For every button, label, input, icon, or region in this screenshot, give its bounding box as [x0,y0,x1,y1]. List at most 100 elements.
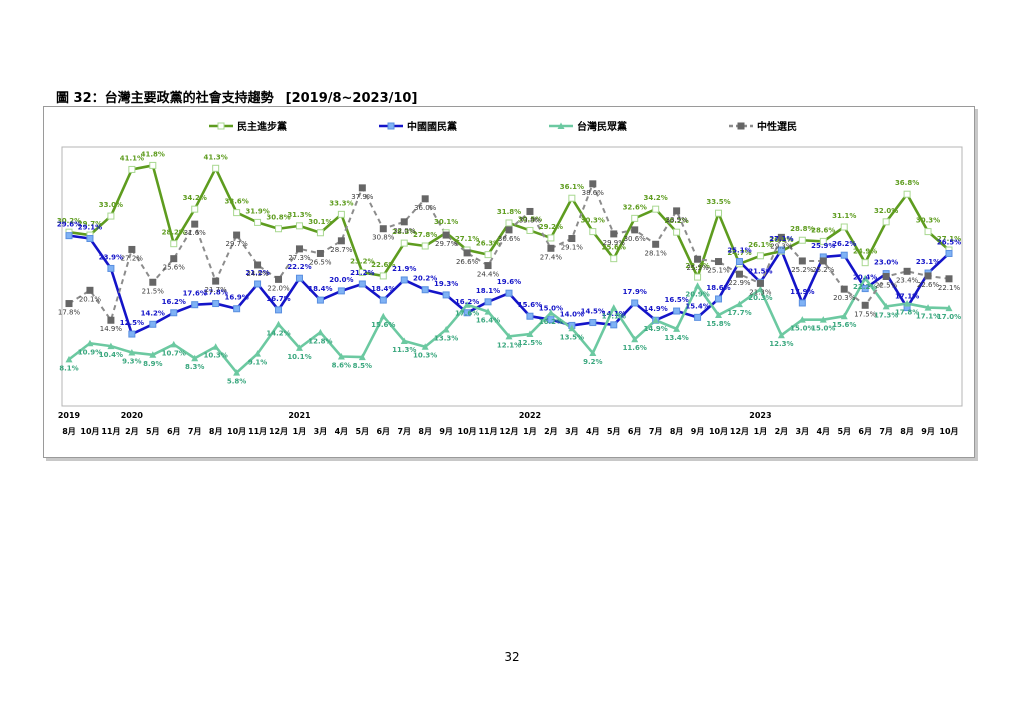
series-3-label-27: 30.6% [624,235,647,243]
series-1-label-4: 14.2% [141,309,165,317]
series-3-label-14: 37.9% [351,193,374,201]
series-3-label-30: 25.5% [686,264,709,272]
series-3-line [68,182,950,322]
series-2-label-28: 14.9% [644,325,668,333]
series-2-point-4 [149,351,157,358]
series-3-label-6: 31.6% [184,229,207,237]
series-1-point-42 [945,249,953,257]
series-1-point-1 [86,235,94,243]
series-0-label-0: 30.2% [57,217,81,225]
series-0-label-30: 22.4% [685,262,709,270]
series-0-point-6 [191,205,199,213]
series-2-label-14: 8.5% [353,362,372,370]
series-0-label-3: 41.1% [120,154,144,162]
series-0-point-24 [568,194,576,202]
series-2-point-16 [400,337,408,344]
x-tick-33: 1月 [754,427,768,436]
series-3-label-37: 20.3% [833,294,856,302]
series-0-point-9 [254,218,262,226]
x-tick-29: 8月 [670,427,684,436]
series-3-label-12: 26.5% [309,258,332,266]
series-1-label-3: 12.5% [120,319,144,327]
series-0-point-26 [610,255,618,263]
series-3-point-9 [254,261,262,269]
series-3-label-19: 26.6% [456,258,479,266]
series-2-label-31: 15.8% [706,320,730,328]
series-1-point-27 [631,299,639,307]
series-2-label-35: 15.0% [790,325,814,333]
series-3-label-20: 24.4% [477,271,500,279]
series-0-label-13: 33.3% [329,199,353,207]
figure-title-text: 圖 32：台灣主要政黨的社會支持趨勢 [56,91,274,106]
series-0-label-4: 41.8% [141,150,165,158]
series-0-label-27: 32.6% [623,203,647,211]
series-2-label-6: 8.3% [185,363,204,371]
x-tick-36: 4月 [816,427,830,436]
series-2-point-0 [65,355,73,363]
series-1-label-8: 16.9% [224,294,248,302]
x-year-2020: 2020 [121,411,144,420]
x-tick-5: 6月 [167,427,181,436]
series-2-point-42 [945,304,953,312]
series-2-point-7 [212,343,220,350]
series-3-label-28: 28.1% [645,249,668,257]
series-3-point-40 [903,267,911,275]
series-1-label-9: 21.2% [245,269,269,277]
series-0-point-28 [652,205,660,213]
series-1-label-29: 16.5% [664,296,688,304]
series-0-label-14: 23.2% [350,257,374,265]
series-3-label-40: 23.4% [896,276,919,284]
series-2-point-14 [358,353,366,361]
series-2-label-41: 17.1% [916,313,940,321]
series-1-label-2: 23.9% [99,253,123,261]
series-3-label-24: 29.1% [561,244,584,252]
series-3-point-15 [379,225,387,233]
x-tick-12: 3月 [314,427,328,436]
series-0-point-14 [358,268,366,276]
series-0-label-25: 30.3% [581,217,605,225]
x-tick-14: 5月 [356,427,370,436]
series-2-label-37: 15.6% [832,321,856,329]
x-tick-0: 8月 [62,427,76,436]
series-1-label-24: 14.0% [560,310,584,318]
series-2-label-8: 5.8% [227,378,246,386]
series-3-label-42: 22.1% [938,284,961,292]
series-3-point-11 [295,245,303,253]
series-2-point-19 [463,301,471,308]
series-3-label-33: 21.3% [749,288,772,296]
series-3-label-0: 17.8% [58,309,81,317]
series-0-label-19: 27.1% [455,235,479,243]
series-1-point-8 [233,305,241,313]
series-1-point-4 [149,320,157,328]
x-tick-19: 10月 [458,427,477,436]
series-0-point-2 [107,212,115,220]
series-0-point-8 [233,209,241,217]
x-tick-34: 2月 [775,427,789,436]
series-1-point-16 [400,276,408,284]
x-tick-3: 2月 [125,427,139,436]
series-3-label-26: 29.9% [603,239,626,247]
series-2-point-26 [610,304,618,311]
series-2-point-30 [694,282,702,289]
series-3-point-32 [735,270,743,278]
series-2-point-13 [337,353,345,360]
series-0-point-33 [756,252,764,260]
series-3-point-38 [861,301,869,309]
series-1-label-28: 14.9% [644,305,668,313]
series-2-point-11 [295,344,303,351]
series-3-label-4: 21.5% [142,287,165,295]
series-3-point-39 [882,273,890,280]
series-1-label-1: 29.1% [78,224,102,232]
series-0-label-36: 28.6% [811,226,835,234]
series-3-point-16 [400,218,408,226]
series-1-point-29 [673,307,681,315]
series-3-label-11: 27.3% [288,254,311,262]
series-0-point-17 [421,242,429,250]
series-2-point-31 [715,311,723,319]
series-0-point-35 [798,236,806,244]
series-1-label-23: 15.0% [539,305,563,313]
legend-label-0: 民主進步黨 [237,120,287,133]
series-1-label-39: 23.0% [874,259,898,267]
legend-marker-2 [557,122,565,129]
series-1-label-38: 20.4% [853,274,877,282]
